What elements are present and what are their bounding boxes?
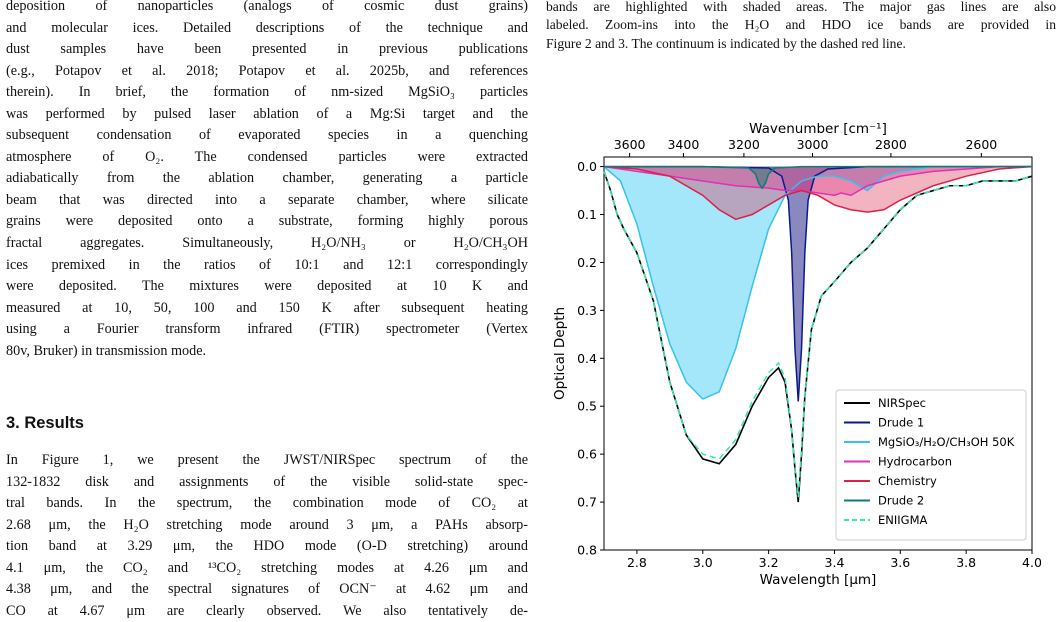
plot-frame [603,156,1033,551]
legend-label: ENIIGMA [878,513,927,527]
x-tick-label: 3.2 [759,555,779,570]
y-tick-label: 0.5 [577,399,597,414]
y-tick-label: 0.4 [577,351,597,366]
y-tick-label: 0.6 [577,447,597,462]
text-line: dust samples have been presented in prev… [6,41,528,58]
text-line: (e.g., Potapov et al. 2018; Potapov et a… [6,62,528,79]
series-line-5 [604,165,1032,190]
text-line: 4.1 μm, the CO₂ and ¹³CO₂ stretching mod… [6,559,528,576]
text-line: therein). In brief, the formation of nm-… [6,84,528,101]
series-line-6 [603,171,1033,498]
text-line: using a Fourier transform infrared (FTIR… [6,321,528,338]
x-tick-label: 2.8 [627,555,647,570]
top-tick-label: 3600 [614,137,646,152]
text-line: beam that was directed into a separate c… [6,191,528,208]
text-line: 132-1832 disk and assignments of the vis… [6,473,528,490]
top-tick-label: 2800 [875,137,907,152]
text-line: 80v, Bruker) in transmission mode. [6,342,207,359]
text-line: fractal aggregates. Simultaneously, H₂O/… [6,235,528,252]
y-tick-label: 0.3 [577,303,597,318]
y-tick-label: 0.2 [577,255,597,270]
x-tick-label: 3.8 [956,555,976,570]
legend-label: Drude 1 [878,416,924,430]
x-axis-label: Wavelength [μm] [760,572,877,588]
text-line: labeled. Zoom-ins into the H₂O and HDO i… [546,17,1056,33]
text-line: bands are highlighted with shaded areas.… [546,0,1056,14]
legend-label: Chemistry [878,474,937,488]
x-tick-label: 3.4 [825,555,845,570]
top-tick-label: 2600 [965,137,997,152]
y-tick-label: 0.1 [577,207,597,222]
text-line: atmosphere of O₂. The condensed particle… [6,148,528,165]
legend-label: Drude 2 [878,494,924,508]
legend-label: MgSiO₃/H₂O/CH₃OH 50K [878,435,1015,449]
legend-box [835,389,1027,541]
text-line: 2.68 μm, the H₂O stretching mode around … [6,516,528,533]
text-line: and molecular ices. Detailed description… [6,19,528,36]
text-line: grains were deposited onto a substrate, … [6,213,528,230]
text-line: subsequent condensation of evaporated sp… [6,127,528,144]
section-title-results: 3. Results [6,414,84,432]
y-tick-label: 0.8 [577,543,597,558]
top-tick-label: 3400 [667,137,699,152]
legend-label: Hydrocarbon [878,455,952,469]
text-line: ices premixed in the ratios of 10:1 and … [6,256,528,273]
x-tick-label: 3.6 [890,555,910,570]
series-fill-3 [604,166,1032,196]
paragraph-results: In Figure 1, we present the JWST/NIRSpec… [6,450,528,622]
series-fill-2 [604,166,1032,400]
series-line-3 [603,165,1032,197]
x-tick-label: 3.0 [693,555,713,570]
text-line: tral bands. In the spectrum, the combina… [6,495,528,512]
series-line-2 [603,165,1032,400]
spectrum-chart: 2.8 3.0 3.2 3.4 3.6 3.8 4.0 0.0 0.1 0.2 0.3 0.4 0.5 0… [552,121,1042,588]
figure-caption: bands are highlighted with shaded areas.… [546,0,1056,53]
y-axis-label: Optical Depth [552,307,568,400]
top-tick-label: 3000 [797,137,829,152]
text-line: tion band at 3.29 μm, the HDO mode (O-D … [6,538,528,555]
text-line: measured at 10, 50, 100 and 150 K after … [6,299,528,316]
text-line: deposition of nanoparticles (analogs of … [6,0,528,14]
text-line: were deposited. The mixtures were deposi… [6,278,528,295]
x-tick-label: 4.0 [1022,555,1042,570]
text-line: Figure 2 and 3. The continuum is indicat… [546,35,906,51]
paragraph-methods: deposition of nanoparticles (analogs of … [6,0,528,362]
y-tick-label: 0.7 [577,495,597,510]
y-tick-label: 0.0 [577,159,597,174]
series-line-4 [603,165,1033,221]
top-tick-label: 3200 [728,137,760,152]
text-line: was performed by pulsed laser ablation o… [6,105,528,122]
text-line: adiabatically from the ablation chamber,… [6,170,528,187]
text-line: 4.38 μm, and the spectral signatures of … [6,581,528,598]
text-line: In Figure 1, we present the JWST/NIRSpec… [6,452,528,468]
legend-label: NIRSpec [878,396,926,410]
top-axis-label: Wavenumber [cm⁻¹] [749,121,887,137]
text-line: CO at 4.67 μm are clearly observed. We a… [6,602,528,619]
